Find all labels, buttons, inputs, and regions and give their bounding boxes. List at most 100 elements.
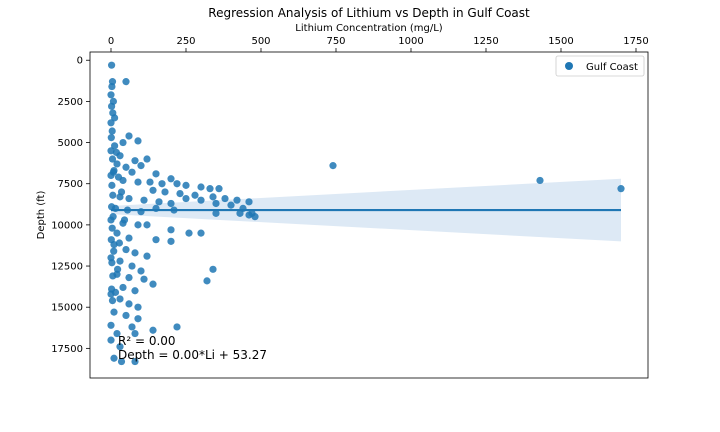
data-point bbox=[109, 213, 117, 221]
data-point bbox=[108, 102, 116, 110]
data-point bbox=[110, 354, 118, 362]
data-point bbox=[122, 311, 130, 320]
data-point bbox=[108, 82, 116, 91]
data-point bbox=[155, 198, 163, 206]
data-point bbox=[182, 194, 190, 203]
x-tick-label: 750 bbox=[326, 36, 345, 47]
data-point bbox=[122, 163, 130, 171]
data-point bbox=[158, 180, 166, 188]
data-point bbox=[617, 185, 625, 193]
y-tick-layer: 0 2500 5000 7500 10000 12500 15000 17500 bbox=[51, 56, 90, 355]
y-tick-label: 10000 bbox=[51, 220, 83, 231]
data-point bbox=[111, 288, 120, 296]
data-point bbox=[236, 209, 244, 217]
x-axis-title: Lithium Concentration (mg/L) bbox=[295, 23, 442, 34]
y-tick-label: 12500 bbox=[51, 262, 83, 273]
data-point bbox=[143, 155, 151, 163]
data-point bbox=[108, 203, 116, 211]
data-point bbox=[109, 168, 117, 176]
data-point bbox=[203, 277, 211, 285]
data-point bbox=[149, 280, 157, 288]
data-point bbox=[128, 262, 136, 270]
data-point bbox=[152, 236, 160, 244]
data-point bbox=[125, 300, 133, 308]
y-tick-label: 2500 bbox=[58, 97, 83, 108]
y-tick-label: 5000 bbox=[58, 138, 83, 149]
data-point bbox=[191, 191, 199, 199]
data-point bbox=[143, 252, 151, 260]
plot-frame bbox=[89, 51, 649, 379]
data-point bbox=[114, 173, 123, 181]
x-tick-label: 1500 bbox=[548, 36, 573, 47]
data-point bbox=[113, 229, 121, 237]
data-point bbox=[131, 287, 139, 295]
data-point bbox=[114, 265, 122, 273]
data-point bbox=[176, 190, 184, 198]
data-point bbox=[116, 343, 124, 351]
legend-box bbox=[555, 55, 645, 77]
data-point bbox=[108, 259, 116, 267]
data-point bbox=[107, 91, 115, 99]
data-point bbox=[536, 176, 544, 185]
data-point bbox=[111, 114, 119, 122]
data-point bbox=[116, 257, 124, 265]
data-point bbox=[185, 229, 193, 237]
data-point bbox=[108, 127, 116, 135]
data-point bbox=[117, 188, 126, 196]
x-tick-label: 500 bbox=[251, 36, 270, 47]
data-point bbox=[131, 329, 139, 338]
data-point bbox=[197, 183, 205, 191]
data-point bbox=[107, 134, 115, 142]
data-point bbox=[152, 170, 160, 178]
data-point bbox=[109, 272, 117, 280]
data-point bbox=[128, 168, 136, 176]
data-point bbox=[161, 188, 169, 196]
data-point bbox=[134, 178, 142, 186]
data-point bbox=[111, 142, 119, 150]
data-point bbox=[108, 61, 116, 69]
data-point bbox=[149, 326, 157, 334]
y-tick-label: 15000 bbox=[51, 303, 83, 314]
data-point bbox=[233, 196, 241, 204]
data-point bbox=[245, 198, 253, 206]
regression-equation-annotation: Depth = 0.00*Li + 53.27 bbox=[118, 348, 267, 362]
y-axis-title: Depth (ft) bbox=[36, 191, 47, 240]
data-point bbox=[206, 185, 214, 193]
data-point bbox=[167, 175, 175, 183]
data-point bbox=[146, 178, 154, 186]
data-point bbox=[197, 229, 205, 237]
data-point bbox=[119, 283, 127, 292]
x-tick-label: 1250 bbox=[473, 36, 498, 47]
y-tick-label: 7500 bbox=[58, 179, 83, 190]
data-point bbox=[113, 329, 121, 338]
data-point bbox=[137, 267, 145, 275]
data-point bbox=[113, 160, 121, 168]
data-point bbox=[137, 162, 145, 170]
r-squared-annotation: R² = 0.00 bbox=[118, 334, 176, 348]
data-point bbox=[116, 295, 124, 303]
data-point bbox=[173, 180, 181, 188]
legend-label: Gulf Coast bbox=[586, 62, 638, 73]
x-tick-label: 1750 bbox=[623, 36, 648, 47]
data-point bbox=[134, 137, 142, 145]
data-point bbox=[215, 185, 223, 193]
x-tick-label: 0 bbox=[108, 36, 114, 47]
data-point bbox=[131, 249, 139, 257]
data-point bbox=[107, 236, 115, 244]
data-point bbox=[251, 213, 259, 221]
data-point bbox=[167, 199, 175, 208]
legend-marker bbox=[565, 62, 573, 70]
x-tick-label: 250 bbox=[176, 36, 195, 47]
legend: Gulf Coast bbox=[555, 55, 645, 77]
data-point bbox=[125, 234, 133, 242]
data-point bbox=[125, 273, 133, 282]
chart-title: Regression Analysis of Lithium vs Depth … bbox=[208, 6, 530, 20]
data-point bbox=[125, 194, 133, 203]
data-point bbox=[112, 148, 120, 157]
data-point bbox=[329, 162, 337, 170]
data-point bbox=[128, 323, 136, 331]
data-point bbox=[122, 78, 130, 86]
data-point bbox=[110, 308, 118, 316]
